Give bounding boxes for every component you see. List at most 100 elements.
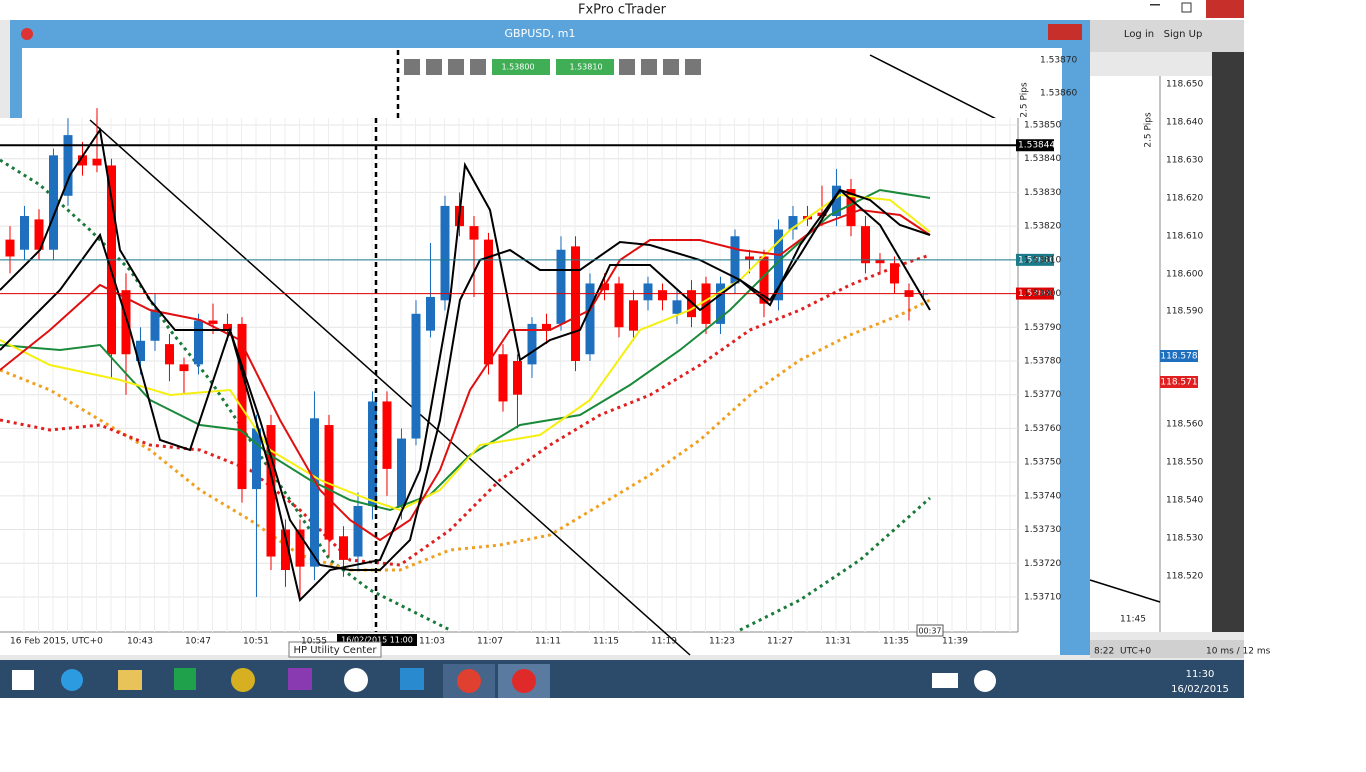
- x-tick-label: 10:51: [243, 637, 269, 647]
- app[interactable]: [288, 668, 312, 690]
- x-tick-label: 10:43: [127, 637, 153, 647]
- countdown-box: [916, 624, 944, 637]
- close[interactable]: [1206, 0, 1244, 18]
- clock-date[interactable]: 16/02/2015: [1171, 684, 1229, 695]
- status-bar: [1090, 640, 1244, 658]
- app[interactable]: [118, 670, 142, 690]
- sell-button[interactable]: [492, 59, 550, 75]
- trend-line: [89, 119, 691, 656]
- price-tag-label: 1.53844: [1018, 141, 1055, 151]
- y-tick-label: 1.53750: [1024, 458, 1061, 468]
- candle-body: [484, 239, 493, 365]
- candle-body: [382, 401, 392, 469]
- candle-body: [194, 320, 203, 365]
- price-tag-label: 1.53800: [1018, 289, 1055, 299]
- minimize[interactable]: [1150, 4, 1160, 6]
- side-pips-label: 2.5 Pips: [1144, 112, 1154, 148]
- y-tick-label: 1.53710: [1024, 592, 1061, 602]
- app-icon: [21, 28, 33, 40]
- tray-icon[interactable]: [974, 670, 996, 692]
- candle-body: [136, 340, 145, 361]
- app-title-bar: [0, 0, 1244, 20]
- indicators: [0, 119, 931, 656]
- app[interactable]: [512, 669, 536, 693]
- candle-body: [513, 360, 522, 395]
- app[interactable]: [231, 668, 255, 692]
- countdown: 00:37: [918, 627, 941, 636]
- x-tick-label: 11:31: [825, 637, 851, 647]
- x-tick-label: 11:19: [651, 637, 677, 647]
- ma-red: [0, 208, 931, 542]
- candle-body: [701, 283, 711, 324]
- x-tick-label: 11:03: [419, 637, 445, 647]
- y-tick-label: 1.53740: [1024, 491, 1061, 501]
- back-price: 1.53860: [1040, 89, 1077, 99]
- candle-body: [397, 438, 406, 506]
- candle-body: [223, 323, 232, 331]
- price-tag: [1016, 253, 1054, 266]
- buy-price: 1.53810: [569, 63, 602, 72]
- x-tick-label: 11:39: [942, 637, 968, 647]
- x-tick-label: 11:07: [477, 637, 503, 647]
- candle-body: [266, 425, 276, 557]
- back-trend: [869, 54, 1019, 131]
- side-price-label: 118.540: [1166, 496, 1203, 506]
- candle-body: [252, 428, 261, 490]
- side-marker-label: 118.571: [1160, 378, 1197, 388]
- restore[interactable]: [1181, 2, 1192, 13]
- tool[interactable]: [404, 59, 420, 75]
- candle-body: [527, 323, 537, 365]
- side-price-label: 118.560: [1166, 420, 1203, 430]
- app[interactable]: [457, 669, 481, 693]
- signup[interactable]: Sign Up: [1164, 29, 1203, 40]
- status-item[interactable]: UTC+0: [1120, 647, 1151, 657]
- candle-body: [411, 313, 421, 439]
- y-tick-label: 1.53760: [1024, 424, 1061, 434]
- side-price-label: 118.640: [1166, 118, 1203, 128]
- x-tick-label: 11:27: [767, 637, 793, 647]
- y-tick-label: 1.53770: [1024, 390, 1061, 400]
- candle-body: [672, 300, 682, 314]
- tool[interactable]: [619, 59, 635, 75]
- moving-averages: [0, 127, 931, 602]
- tool[interactable]: [685, 59, 701, 75]
- ma-black: [0, 127, 931, 571]
- tool[interactable]: [641, 59, 657, 75]
- app[interactable]: [174, 668, 196, 690]
- candle-body: [716, 283, 725, 324]
- app[interactable]: [400, 668, 424, 690]
- candle-body: [788, 216, 798, 230]
- tool[interactable]: [663, 59, 679, 75]
- y-tick-label: 1.53790: [1024, 323, 1061, 333]
- candle-body: [208, 320, 218, 324]
- buy-button[interactable]: [556, 59, 614, 75]
- window-controls[interactable]: [1150, 0, 1244, 18]
- clock-time[interactable]: 11:30: [1186, 669, 1215, 680]
- y-tick-label: 1.53830: [1024, 188, 1061, 198]
- chart-close[interactable]: [1048, 24, 1082, 40]
- candle-body: [20, 216, 29, 250]
- price-tag: [1016, 139, 1054, 152]
- toolbar: [404, 59, 701, 75]
- candle-body: [368, 401, 377, 506]
- side-price-label: 118.550: [1166, 458, 1203, 468]
- app[interactable]: [344, 668, 368, 692]
- login[interactable]: Log in: [1124, 29, 1154, 40]
- candle-body: [310, 418, 319, 567]
- candle-body: [585, 283, 595, 355]
- x-tick-label: 10:47: [185, 637, 211, 647]
- start-button[interactable]: [12, 670, 34, 690]
- tray-icon[interactable]: [932, 673, 958, 688]
- tool[interactable]: [448, 59, 464, 75]
- price-tag: [1016, 287, 1054, 300]
- tool[interactable]: [470, 59, 486, 75]
- side-price-label: 118.520: [1166, 572, 1203, 582]
- tool[interactable]: [426, 59, 442, 75]
- candle-body: [759, 256, 769, 304]
- candle-body: [63, 135, 73, 196]
- x-tick-label: 11:11: [535, 637, 561, 647]
- app[interactable]: [61, 669, 83, 691]
- ma-dotted-red: [0, 253, 931, 567]
- x-tick-label: 11:35: [883, 637, 909, 647]
